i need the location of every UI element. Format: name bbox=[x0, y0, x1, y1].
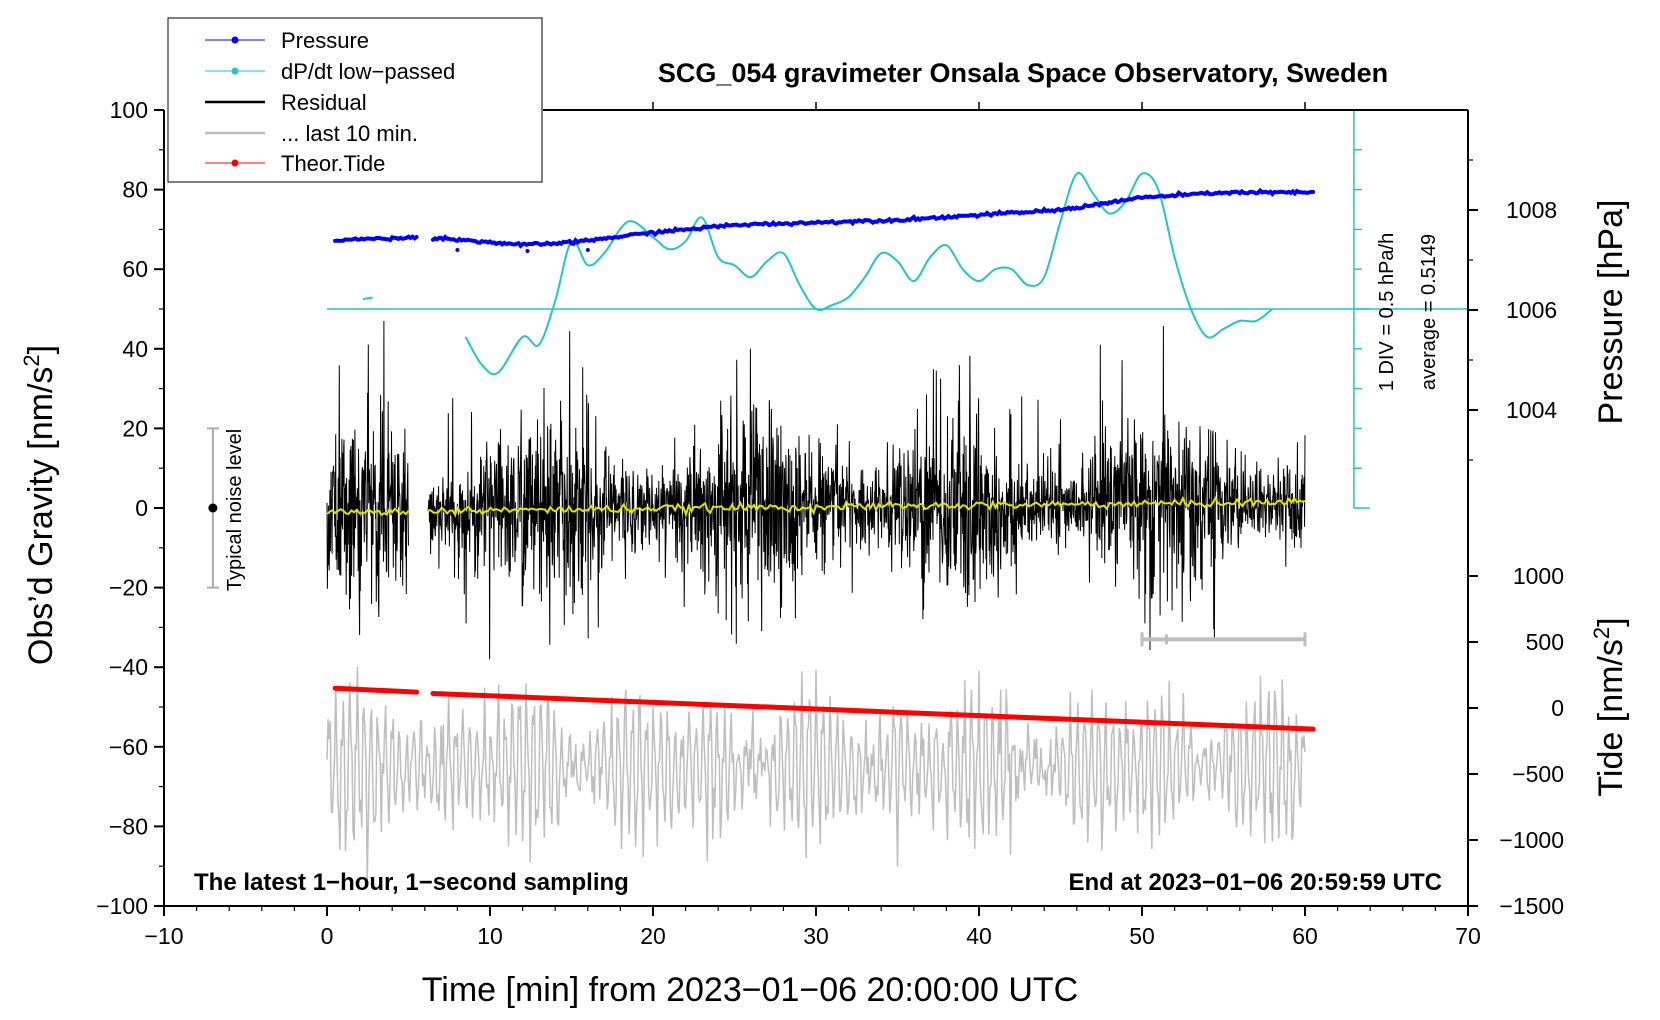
noise-label-group: Typical noise level bbox=[224, 429, 246, 591]
y-tick-label: −20 bbox=[109, 575, 148, 601]
legend-last10-label: ... last 10 min. bbox=[281, 121, 418, 146]
tide-trace-segment bbox=[332, 685, 420, 695]
legend: Pressure dP/dt low−passed Residual ... l… bbox=[167, 17, 543, 183]
pressure-trace-segment bbox=[430, 187, 1316, 249]
tide-tick-label: −1500 bbox=[1499, 893, 1564, 919]
x-tick-label: 60 bbox=[1292, 923, 1318, 949]
x-tick-label: 30 bbox=[803, 923, 829, 949]
residual-trace-segment bbox=[427, 325, 1306, 660]
axes-layer bbox=[154, 102, 1478, 916]
pressure-axis-title: Pressure [hPa] bbox=[1592, 200, 1630, 425]
x-tick-label: 50 bbox=[1129, 923, 1155, 949]
legend-tide-marker bbox=[231, 159, 239, 167]
x-tick-label: 20 bbox=[640, 923, 666, 949]
x-axis-title: Time [min] from 2023−01−06 20:00:00 UTC bbox=[422, 971, 1078, 1009]
y-left-axis-title-end: ] bbox=[22, 345, 60, 354]
tick-labels-layer: −10 0 10 20 30 40 50 60 70−100−80−60−40−20020406… bbox=[96, 97, 1564, 949]
average-label: average = 0.5149 bbox=[1418, 234, 1440, 390]
noise-bar-center bbox=[208, 503, 218, 513]
tide-tick-label: −500 bbox=[1512, 761, 1564, 787]
y-tick-label: −60 bbox=[109, 734, 148, 760]
legend-pressure-marker bbox=[231, 36, 239, 44]
legend-box bbox=[167, 17, 543, 183]
tide-tick-label: 1000 bbox=[1513, 563, 1564, 589]
y-tick-label: 40 bbox=[122, 336, 148, 362]
dpdt-fragment bbox=[362, 296, 373, 301]
y-tick-label: −80 bbox=[109, 813, 148, 839]
bottom-left-note: The latest 1−hour, 1−second sampling bbox=[194, 869, 629, 896]
y-tick-label: 80 bbox=[122, 177, 148, 203]
chart-title: SCG_054 gravimeter Onsala Space Observat… bbox=[658, 58, 1388, 88]
running-mean-segment bbox=[427, 495, 1306, 518]
x-tick-label: 10 bbox=[477, 923, 503, 949]
y-tick-label: −100 bbox=[96, 893, 148, 919]
y-tick-label: −40 bbox=[109, 654, 148, 680]
y-tick-label: 60 bbox=[122, 256, 148, 282]
x-tick-label: 40 bbox=[966, 923, 992, 949]
pressure-outlier-point bbox=[585, 248, 590, 252]
tide-tick-label: 0 bbox=[1551, 695, 1564, 721]
running-mean-segment bbox=[326, 507, 410, 517]
tide-tick-label: 500 bbox=[1526, 629, 1564, 655]
tide-axis-title-group: Tide [nm/s2] bbox=[1589, 617, 1630, 796]
y-tick-label: 100 bbox=[110, 97, 148, 123]
legend-dpdt-label: dP/dt low−passed bbox=[281, 59, 455, 84]
pressure-outlier-point bbox=[525, 249, 530, 253]
legend-residual-label: Residual bbox=[281, 90, 367, 115]
pressure-tick-label: 1004 bbox=[1506, 397, 1557, 423]
legend-dpdt-marker bbox=[231, 67, 239, 75]
tide-axis-title-sup: 2 bbox=[1589, 627, 1614, 639]
x-tick-label: 70 bbox=[1455, 923, 1481, 949]
noise-level-label: Typical noise level bbox=[224, 429, 246, 591]
tide-axis-title-end: ] bbox=[1592, 617, 1630, 626]
y-left-axis-title-group: Obs’d Gravity [nm/s2] bbox=[19, 345, 60, 665]
y-left-axis-title-sup: 2 bbox=[19, 354, 44, 366]
pressure-trace-segment bbox=[333, 234, 419, 243]
data-layer bbox=[206, 171, 1468, 881]
legend-pressure-label: Pressure bbox=[281, 28, 369, 53]
tide-axis-title: Tide [nm/s2] bbox=[1589, 617, 1630, 796]
y-tick-label: 0 bbox=[135, 495, 148, 521]
legend-tide-label: Theor.Tide bbox=[281, 151, 385, 176]
pressure-tick-label: 1008 bbox=[1506, 197, 1557, 223]
x-tick-label: −10 bbox=[144, 923, 183, 949]
bottom-right-note: End at 2023−01−06 20:59:59 UTC bbox=[1068, 869, 1442, 896]
x-tick-label: 0 bbox=[321, 923, 334, 949]
tide-tick-label: −1000 bbox=[1499, 827, 1564, 853]
y-left-axis-title: Obs’d Gravity [nm/s2] bbox=[19, 345, 60, 665]
y-left-axis-title-main: Obs’d Gravity [nm/s bbox=[22, 367, 60, 666]
average-label-group: average = 0.5149 bbox=[1418, 234, 1440, 390]
pressure-tick-label: 1006 bbox=[1506, 297, 1557, 323]
tide-axis-title-main: Tide [nm/s bbox=[1592, 639, 1630, 796]
y-tick-label: 20 bbox=[122, 415, 148, 441]
pressure-outlier-point bbox=[455, 248, 460, 252]
pressure-axis-title-group: Pressure [hPa] bbox=[1592, 200, 1630, 425]
div-label-group: 1 DIV = 0.5 hPa/h bbox=[1376, 233, 1398, 391]
tide-trace-segment bbox=[430, 690, 1316, 732]
div-label: 1 DIV = 0.5 hPa/h bbox=[1376, 233, 1398, 391]
dpdt-curve bbox=[464, 171, 1274, 376]
residual-trace-segment bbox=[326, 320, 409, 635]
